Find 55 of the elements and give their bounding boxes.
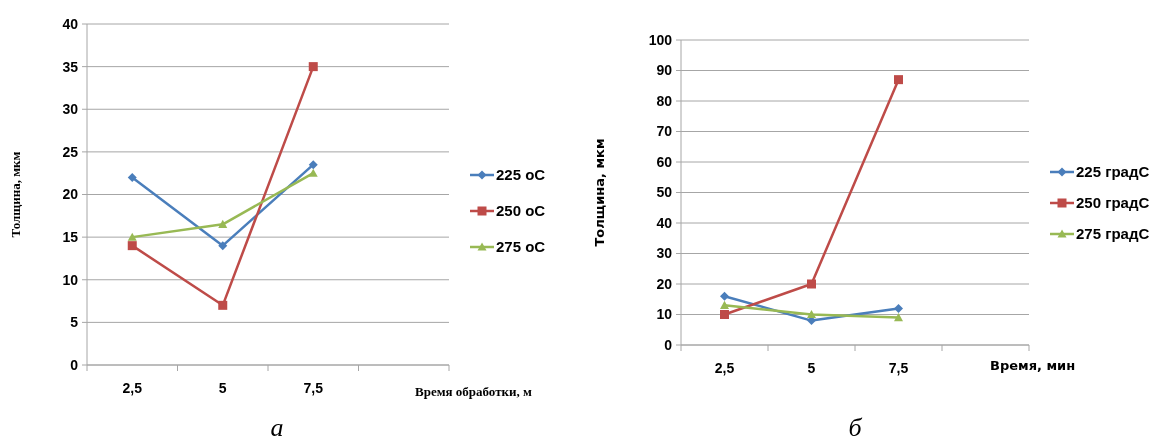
y-tick-label: 100	[648, 31, 673, 48]
y-tick-label: 30	[656, 245, 673, 262]
x-tick-label: 5	[218, 380, 227, 396]
text: а	[270, 413, 284, 442]
legend-label: 250 оС	[496, 202, 546, 220]
point	[894, 313, 903, 322]
y-tick-label: 5	[70, 314, 79, 331]
x-axis-title: Время обработки, м	[415, 384, 533, 399]
y-tick-label: 10	[62, 271, 79, 288]
legend-label: 275 оС	[496, 238, 546, 256]
x-tick-label: 2,5	[122, 380, 143, 396]
legend-label: 250 градС	[1076, 194, 1150, 212]
y-tick-label: 80	[656, 92, 673, 109]
y-tick-label: 60	[656, 153, 673, 170]
point	[218, 300, 228, 310]
y-tick-label: 35	[62, 58, 79, 75]
x-axis-title: Время, мин	[990, 358, 1076, 373]
y-tick-label: 0	[70, 356, 79, 373]
x-tick-label: 7,5	[888, 360, 909, 376]
y-axis-title: Толщина, мкм	[592, 138, 607, 247]
point	[127, 232, 137, 241]
point	[807, 279, 816, 289]
legend-label: 225 градС	[1076, 163, 1150, 181]
y-tick-label: 50	[656, 184, 673, 201]
point	[720, 310, 729, 319]
legend-label: 275 градС	[1076, 225, 1150, 243]
text: б	[848, 413, 863, 442]
y-tick-label: 40	[62, 15, 79, 32]
point	[720, 300, 729, 309]
point	[127, 172, 137, 182]
point	[127, 241, 137, 251]
point	[308, 62, 318, 72]
y-tick-label: 40	[656, 214, 673, 231]
y-tick-label: 20	[62, 186, 79, 203]
point	[218, 241, 228, 251]
point	[894, 75, 903, 85]
point	[807, 310, 816, 319]
point	[720, 291, 729, 301]
x-tick-label: 7,5	[303, 380, 324, 396]
y-tick-label: 90	[656, 62, 673, 79]
x-tick-label: 2,5	[714, 360, 735, 376]
y-axis-title: Толщина, мкм	[8, 151, 23, 238]
point	[308, 168, 318, 177]
point	[894, 303, 903, 313]
y-tick-label: 70	[656, 123, 673, 140]
y-tick-label: 10	[656, 306, 673, 323]
y-tick-label: 25	[62, 143, 79, 160]
y-tick-label: 15	[62, 229, 79, 246]
legend-label: 225 оС	[496, 166, 546, 184]
y-tick-label: 30	[62, 101, 79, 118]
point	[308, 160, 318, 170]
point	[218, 219, 228, 228]
y-tick-label: 0	[664, 336, 673, 353]
y-tick-label: 20	[656, 275, 673, 292]
x-tick-label: 5	[807, 360, 816, 376]
